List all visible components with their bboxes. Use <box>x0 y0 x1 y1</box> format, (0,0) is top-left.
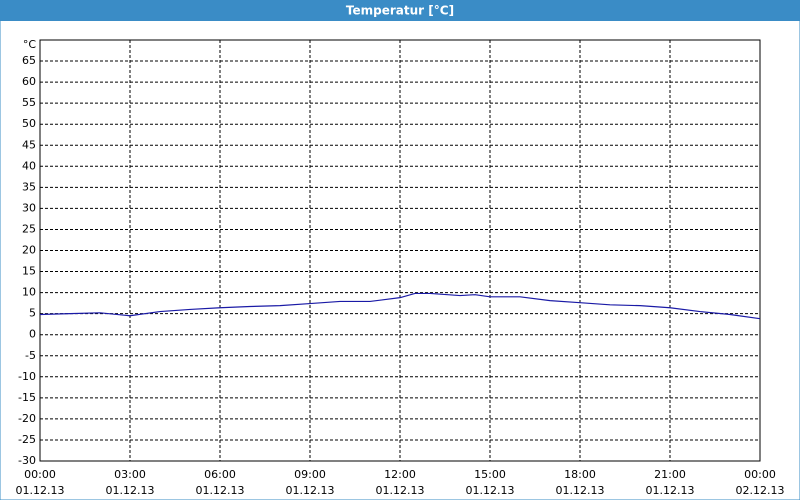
y-tick-label: 30 <box>22 201 36 214</box>
y-tick-label: -5 <box>25 349 36 362</box>
y-tick-label: 55 <box>22 96 36 109</box>
x-tick-label: 09:00 <box>294 468 326 481</box>
x-tick-date: 01.12.13 <box>286 484 335 497</box>
x-tick-date: 01.12.13 <box>466 484 515 497</box>
y-tick-label: -20 <box>18 412 36 425</box>
x-tick-label: 15:00 <box>474 468 506 481</box>
x-tick-date: 01.12.13 <box>16 484 65 497</box>
y-tick-label: -30 <box>18 454 36 467</box>
y-tick-label: 25 <box>22 222 36 235</box>
x-tick-label: 18:00 <box>564 468 596 481</box>
y-tick-label: -25 <box>18 433 36 446</box>
y-tick-label: -10 <box>18 370 36 383</box>
y-tick-label: -15 <box>18 391 36 404</box>
y-tick-label: 50 <box>22 117 36 130</box>
y-tick-label: °C <box>23 38 37 51</box>
x-tick-date: 01.12.13 <box>646 484 695 497</box>
y-tick-label: 40 <box>22 159 36 172</box>
x-tick-label: 06:00 <box>204 468 236 481</box>
x-tick-label: 12:00 <box>384 468 416 481</box>
y-tick-label: 5 <box>29 307 36 320</box>
x-tick-date: 02.12.13 <box>736 484 785 497</box>
y-tick-label: 45 <box>22 138 36 151</box>
x-tick-label: 21:00 <box>654 468 686 481</box>
x-tick-date: 01.12.13 <box>376 484 425 497</box>
title-bar <box>0 0 800 21</box>
data-line <box>39 292 761 320</box>
y-tick-label: 15 <box>22 265 36 278</box>
y-tick-label: 10 <box>22 286 36 299</box>
y-tick-label: 0 <box>29 328 36 341</box>
y-tick-label: 65 <box>22 54 36 67</box>
x-tick-date: 01.12.13 <box>556 484 605 497</box>
y-tick-label: 35 <box>22 180 36 193</box>
x-tick-label: 03:00 <box>114 468 146 481</box>
x-tick-label: 00:00 <box>24 468 56 481</box>
x-tick-label: 00:00 <box>744 468 776 481</box>
y-tick-label: 60 <box>22 75 36 88</box>
chart-title: Temperatur [°C] <box>346 4 454 18</box>
x-tick-date: 01.12.13 <box>106 484 155 497</box>
x-tick-date: 01.12.13 <box>196 484 245 497</box>
y-tick-label: 20 <box>22 244 36 257</box>
